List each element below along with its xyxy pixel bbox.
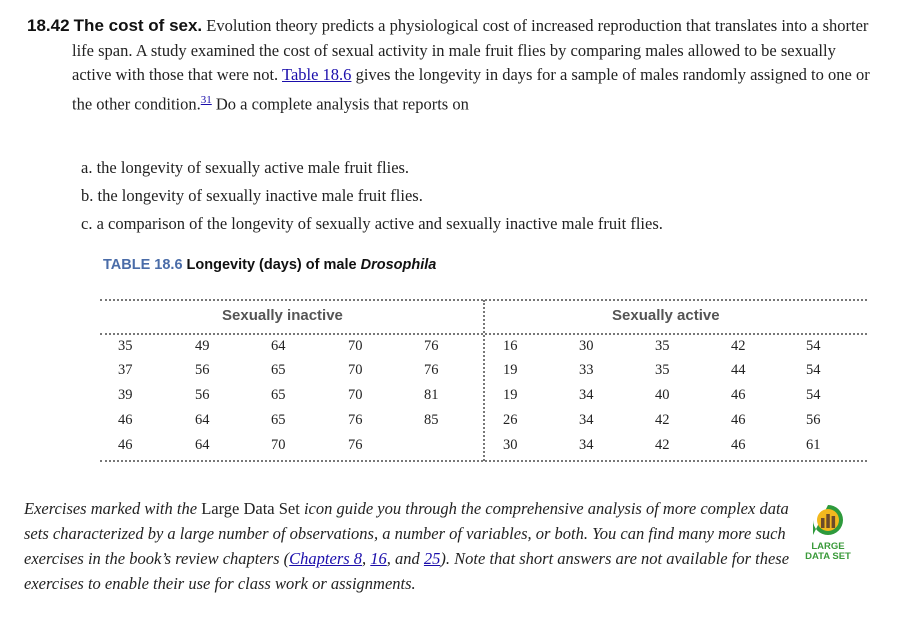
header-inactive: Sexually inactive bbox=[222, 307, 343, 324]
table-link[interactable]: Table 18.6 bbox=[282, 65, 352, 84]
table-cell: 64 bbox=[195, 437, 210, 453]
large-data-note: Exercises marked with the Large Data Set… bbox=[24, 499, 790, 593]
table-cell: 49 bbox=[195, 338, 210, 354]
large-data-set-term: Large Data Set bbox=[201, 499, 300, 518]
table-cell: 30 bbox=[503, 437, 518, 453]
table-divider bbox=[483, 300, 485, 461]
table-cell: 34 bbox=[579, 412, 594, 428]
exercise-number: 18.42 bbox=[27, 16, 70, 35]
table-cell: 70 bbox=[348, 338, 363, 354]
table-cell: 16 bbox=[503, 338, 518, 354]
table-cell: 26 bbox=[503, 412, 518, 428]
table-bottom-rule bbox=[100, 460, 867, 462]
table-cell: 76 bbox=[348, 412, 363, 428]
table-cell: 54 bbox=[806, 387, 821, 403]
large-data-set-icon bbox=[813, 505, 843, 535]
table-cell: 70 bbox=[348, 362, 363, 378]
table-cell: 65 bbox=[271, 387, 286, 403]
table-cell: 42 bbox=[731, 338, 746, 354]
table-cell: 35 bbox=[118, 338, 133, 354]
table-cell: 30 bbox=[579, 338, 594, 354]
table-cell: 54 bbox=[806, 362, 821, 378]
table-cell: 35 bbox=[655, 362, 670, 378]
item-a: a. the longevity of sexually active male… bbox=[81, 158, 410, 177]
table-cell: 61 bbox=[806, 437, 821, 453]
table-cell: 46 bbox=[118, 412, 133, 428]
header-active: Sexually active bbox=[612, 307, 720, 324]
table-cell: 76 bbox=[424, 362, 439, 378]
table-cell: 64 bbox=[271, 338, 286, 354]
table-cell: 65 bbox=[271, 412, 286, 428]
footnote-link[interactable]: 31 bbox=[200, 93, 212, 106]
table-cell: 70 bbox=[348, 387, 363, 403]
table-cell: 81 bbox=[424, 387, 439, 403]
table-cell: 37 bbox=[118, 362, 133, 378]
table-cell: 85 bbox=[424, 412, 439, 428]
table-cell: 56 bbox=[195, 362, 210, 378]
table-cell: 54 bbox=[806, 338, 821, 354]
table-cell: 40 bbox=[655, 387, 670, 403]
table-cell: 64 bbox=[195, 412, 210, 428]
chapter-16-link[interactable]: 16 bbox=[370, 549, 387, 568]
table-cell: 76 bbox=[424, 338, 439, 354]
chapter-8-link[interactable]: Chapters 8 bbox=[289, 549, 363, 568]
table-cell: 76 bbox=[348, 437, 363, 453]
table-cell: 46 bbox=[731, 412, 746, 428]
logo-text-2: DATA SET bbox=[805, 551, 851, 562]
table-cell: 33 bbox=[579, 362, 594, 378]
table-title-italic: Drosophila bbox=[360, 257, 437, 273]
logo-text-1: LARGE bbox=[811, 541, 845, 552]
exercise-body-2: gives the longevity in days for a sample… bbox=[72, 65, 870, 113]
table-cell: 56 bbox=[806, 412, 821, 428]
table-cell: 42 bbox=[655, 437, 670, 453]
table-cell: 46 bbox=[118, 437, 133, 453]
table-cell: 44 bbox=[731, 362, 746, 378]
item-b: b. the longevity of sexually inactive ma… bbox=[81, 186, 423, 205]
table-cell: 46 bbox=[731, 387, 746, 403]
table-cell: 65 bbox=[271, 362, 286, 378]
table-cell: 19 bbox=[503, 362, 518, 378]
table-cell: 19 bbox=[503, 387, 518, 403]
table-cell: 39 bbox=[118, 387, 133, 403]
table-cell: 34 bbox=[579, 387, 594, 403]
table-title: Longevity (days) of male bbox=[186, 257, 357, 273]
table-cell: 34 bbox=[579, 437, 594, 453]
exercise-body: Evolution theory predicts a physiologica… bbox=[72, 16, 869, 84]
table-label: TABLE 18.6 bbox=[103, 257, 183, 273]
large-data-set-logo: LARGE DATA SET bbox=[800, 503, 856, 562]
table-cell: 70 bbox=[271, 437, 286, 453]
table-cell: 42 bbox=[655, 412, 670, 428]
item-c: c. a comparison of the longevity of sexu… bbox=[81, 214, 663, 233]
table-cell: 56 bbox=[195, 387, 210, 403]
chapter-25-link[interactable]: 25 bbox=[423, 549, 441, 568]
exercise-title: The cost of sex. bbox=[73, 16, 203, 35]
table-caption: TABLE 18.6 Longevity (days) of male Dros… bbox=[103, 257, 436, 273]
exercise-body-3: Do a complete analysis that reports on bbox=[215, 94, 469, 113]
exercise-text: 18.42 The cost of sex. Evolution theory … bbox=[27, 14, 877, 117]
table-cell: 46 bbox=[731, 437, 746, 453]
table-cell: 35 bbox=[655, 338, 670, 354]
